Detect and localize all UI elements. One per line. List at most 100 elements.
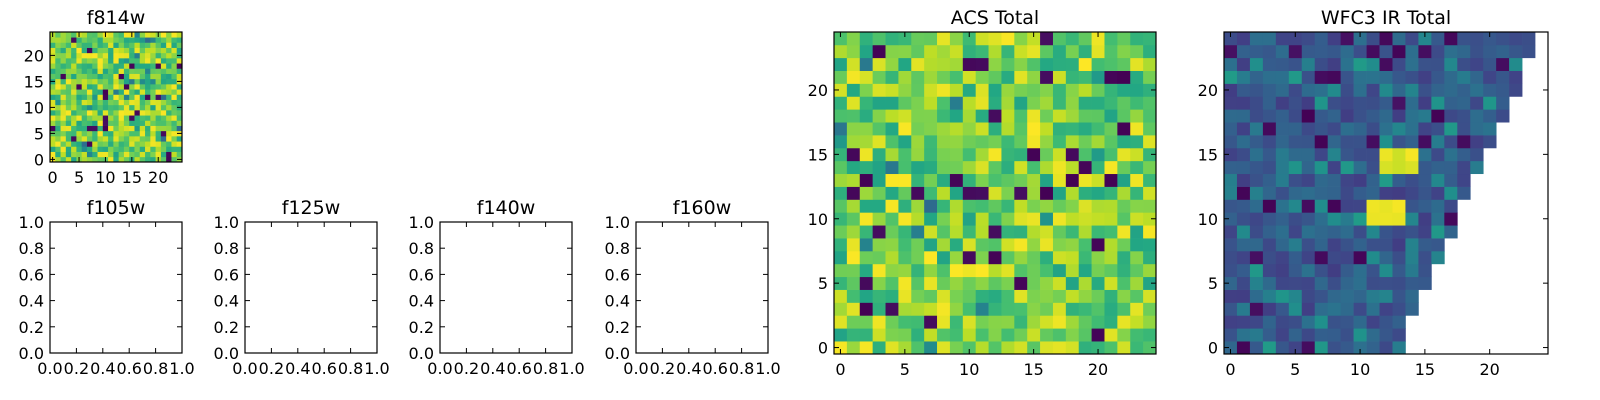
- heatmap-cell: [937, 250, 951, 265]
- heatmap-cell: [1249, 328, 1264, 342]
- heatmap-cell: [1130, 57, 1144, 71]
- heatmap-cell: [1327, 57, 1341, 71]
- heatmap-cell: [872, 238, 886, 252]
- heatmap-cell: [1353, 186, 1367, 200]
- heatmap-cell: [97, 136, 104, 142]
- heatmap-cell: [129, 136, 135, 142]
- heatmap-cell: [1418, 57, 1432, 71]
- heatmap-cell: [60, 125, 67, 132]
- heatmap-cell: [155, 130, 162, 137]
- heatmap-cell: [60, 151, 67, 158]
- heatmap-cell: [1353, 32, 1367, 46]
- heatmap-cell: [108, 58, 114, 64]
- heatmap-cell: [924, 96, 938, 110]
- heatmap-cell: [1052, 315, 1067, 329]
- heatmap-cell: [55, 156, 61, 163]
- heatmap-cell: [1143, 276, 1157, 290]
- heatmap-cell: [1301, 173, 1316, 187]
- heatmap-cell: [71, 63, 77, 69]
- heatmap-cell: [1001, 289, 1015, 303]
- heatmap-cell: [1275, 250, 1290, 265]
- heatmap-cell: [1275, 44, 1290, 59]
- heatmap-cell: [1104, 135, 1118, 149]
- heatmap-cell: [176, 73, 183, 80]
- heatmap-cell: [71, 141, 77, 147]
- heatmap-cell: [988, 70, 1002, 84]
- heatmap-cell: [1496, 57, 1510, 71]
- heatmap-cell: [1117, 341, 1131, 355]
- heatmap-cell: [50, 125, 56, 132]
- heatmap-cell: [97, 37, 104, 43]
- heatmap-cell: [1301, 315, 1316, 329]
- heatmap-cell: [118, 84, 125, 90]
- heatmap-cell: [1040, 147, 1054, 162]
- heatmap-cell: [118, 32, 125, 38]
- heatmap-cell: [71, 136, 77, 142]
- heatmap-cell: [1353, 109, 1367, 123]
- heatmap-cell: [166, 73, 172, 80]
- heatmap-cell: [1040, 199, 1054, 213]
- heatmap-cell: [937, 199, 951, 213]
- heatmap-cell: [92, 156, 98, 163]
- heatmap-cell: [97, 151, 104, 158]
- heatmap-cell: [65, 52, 72, 59]
- heatmap-cell: [123, 125, 130, 132]
- heatmap-cell: [160, 68, 167, 74]
- heatmap-cell: [937, 276, 951, 290]
- heatmap-cell: [975, 238, 989, 252]
- heatmap-cell: [949, 135, 964, 149]
- heatmap-cell: [1117, 263, 1131, 278]
- heatmap-cell: [71, 130, 77, 137]
- heatmap-cell: [71, 58, 77, 64]
- heatmap-cell: [1340, 122, 1354, 136]
- y-tick-label: 1.0: [19, 213, 44, 232]
- heatmap-cell: [76, 130, 83, 137]
- heatmap-cell: [1014, 57, 1028, 71]
- x-tick-label: 0.2: [650, 359, 675, 378]
- heatmap-cell: [872, 83, 886, 97]
- heatmap-cell: [1288, 57, 1303, 71]
- heatmap-cell: [108, 94, 114, 100]
- heatmap-cell: [166, 68, 172, 74]
- heatmap-cell: [71, 42, 77, 48]
- heatmap-cell: [1470, 96, 1484, 110]
- heatmap-cell: [139, 151, 146, 158]
- heatmap-cell: [1262, 199, 1277, 213]
- heatmap-cell: [1366, 109, 1380, 123]
- heatmap-cell: [834, 289, 848, 303]
- heatmap-cell: [1327, 135, 1341, 149]
- heatmap-cell: [1314, 57, 1329, 71]
- heatmap-cell: [1117, 173, 1131, 187]
- heatmap-cell: [1027, 328, 1041, 342]
- heatmap-cell: [1224, 44, 1238, 59]
- heatmap-cell: [1262, 160, 1277, 175]
- heatmap-cell: [962, 276, 977, 290]
- heatmap-cell: [937, 135, 951, 149]
- heatmap-cell: [1027, 173, 1041, 187]
- heatmap-cell: [118, 89, 125, 95]
- heatmap-cell: [1522, 44, 1536, 59]
- heatmap-cell: [1027, 289, 1041, 303]
- heatmap-cell: [97, 73, 104, 80]
- heatmap-cell: [50, 89, 56, 95]
- heatmap-cell: [1340, 289, 1354, 303]
- heatmap-cell: [118, 63, 125, 69]
- heatmap-cell: [1249, 32, 1264, 46]
- heatmap-cell: [97, 63, 104, 69]
- heatmap-cell: [71, 94, 77, 100]
- heatmap-cell: [1327, 109, 1341, 123]
- heatmap-cell: [1014, 263, 1028, 278]
- heatmap-cell: [139, 37, 146, 43]
- heatmap-cell: [65, 115, 72, 121]
- heatmap-cell: [1236, 289, 1251, 303]
- heatmap-cell: [139, 89, 146, 95]
- heatmap-cell: [1001, 109, 1015, 123]
- heatmap-cell: [92, 110, 98, 116]
- heatmap-cell: [949, 238, 964, 252]
- heatmap-cell: [155, 104, 162, 111]
- heatmap-cell: [1340, 109, 1354, 123]
- heatmap-cell: [1065, 225, 1080, 239]
- heatmap-cell: [1014, 186, 1028, 200]
- heatmap-cell: [975, 147, 989, 162]
- heatmap-cell: [1027, 44, 1041, 59]
